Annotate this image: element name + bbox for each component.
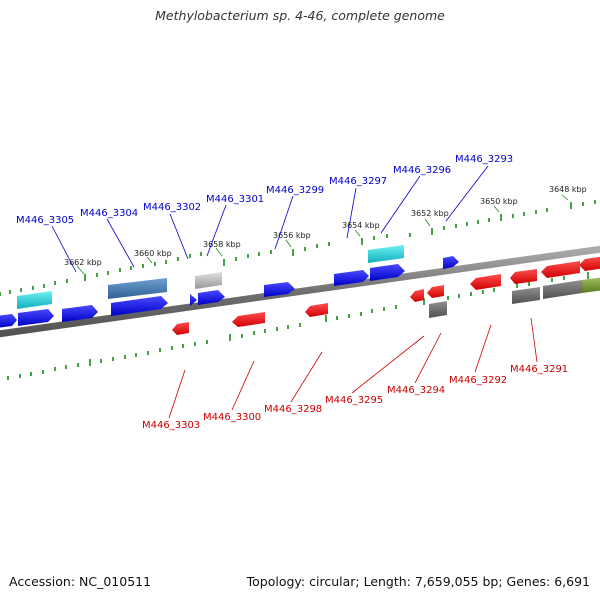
gene-block	[512, 287, 540, 304]
gene-label: M446_3305	[16, 215, 74, 226]
kbp-label: 3658 kbp	[203, 240, 241, 249]
topology-text: Topology: circular; Length: 7,659,055 bp…	[246, 574, 590, 589]
gene-block	[17, 291, 52, 309]
kbp-ticks: 3662 kbp 3660 kbp 3658 kbp 3656 kbp 3654…	[64, 185, 587, 275]
gene-arrow	[470, 274, 501, 290]
gene-block	[429, 301, 447, 318]
accession-text: Accession: NC_010511	[9, 574, 152, 589]
gene-arrow	[62, 305, 98, 322]
reverse-ruler-ticks	[7, 272, 589, 380]
gene-arrow	[0, 314, 17, 328]
gene-label: M446_3291	[510, 364, 568, 375]
gene-label: M446_3298	[264, 404, 322, 415]
kbp-label: 3648 kbp	[549, 185, 587, 194]
gene-label: M446_3294	[387, 385, 445, 396]
gene-arrow	[410, 289, 424, 302]
kbp-label: 3656 kbp	[273, 231, 311, 240]
gene-arrow	[510, 269, 537, 284]
gene-label: M446_3301	[206, 194, 264, 205]
kbp-label: 3650 kbp	[480, 197, 518, 206]
gene-arrow	[427, 285, 444, 298]
forward-gene-labels: M446_3305 M446_3304 M446_3302 M446_3301 …	[16, 154, 513, 273]
gene-label: M446_3297	[329, 176, 387, 187]
gene-label: M446_3303	[142, 420, 200, 431]
gene-arrow	[334, 270, 369, 286]
gene-arrow	[443, 256, 459, 269]
reverse-genes	[172, 256, 600, 335]
gene-arrow	[579, 256, 600, 271]
reverse-gene-labels: M446_3303 M446_3300 M446_3298 M446_3295 …	[142, 317, 568, 431]
gene-block	[582, 277, 600, 293]
gene-label: M446_3300	[203, 412, 261, 423]
kbp-label: 3660 kbp	[134, 249, 172, 258]
forward-ruler-ticks	[0, 200, 596, 296]
gene-label: M446_3302	[143, 202, 201, 213]
gene-arrow	[111, 296, 168, 316]
gene-label: M446_3304	[80, 208, 138, 219]
gene-arrow	[232, 312, 265, 327]
gene-label: M446_3299	[266, 185, 324, 196]
gene-label: M446_3293	[455, 154, 513, 165]
forward-genes	[0, 245, 459, 328]
gene-label: M446_3292	[449, 375, 507, 386]
gene-label: M446_3296	[393, 165, 451, 176]
kbp-label: 3654 kbp	[342, 221, 380, 230]
genome-backbone	[0, 245, 600, 338]
gene-arrow	[305, 303, 328, 317]
gene-arrow	[198, 290, 225, 305]
gene-arrow	[264, 282, 295, 297]
gene-arrow	[370, 264, 405, 281]
gene-arrow	[541, 261, 580, 278]
gene-arrow	[190, 294, 197, 306]
page-title: Methylobacterium sp. 4-46, complete geno…	[155, 8, 445, 23]
gene-block	[543, 280, 582, 299]
gene-arrow	[172, 322, 189, 335]
gene-block	[195, 272, 222, 289]
gene-block	[368, 245, 404, 263]
gene-block	[108, 278, 167, 299]
kbp-label: 3652 kbp	[411, 209, 449, 218]
gene-label: M446_3295	[325, 395, 383, 406]
gene-arrow	[18, 309, 54, 326]
kbp-label: 3662 kbp	[64, 258, 102, 267]
